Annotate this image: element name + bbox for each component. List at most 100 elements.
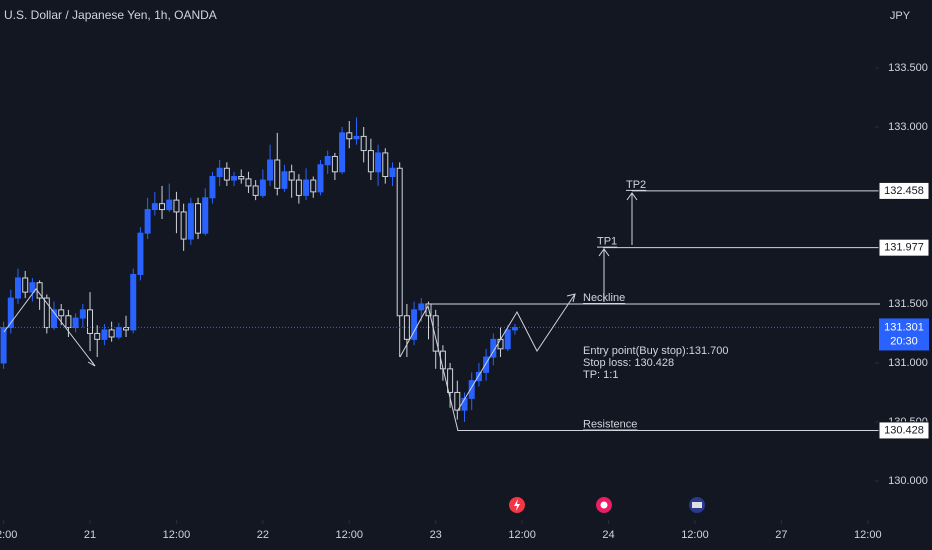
candle-body (29, 282, 36, 293)
candle-body (108, 329, 115, 338)
price-tag-label: 131.977 (884, 242, 924, 254)
candle-body (267, 159, 274, 181)
candle-body (180, 211, 187, 240)
candle-body (324, 155, 331, 166)
candle-body (151, 203, 158, 211)
candle-body (454, 391, 461, 411)
x-tick-label: 12:00 (681, 529, 709, 541)
level-label: Neckline (583, 292, 625, 304)
candle-body (511, 327, 518, 331)
candle-body (497, 338, 504, 350)
candle-body (303, 179, 310, 196)
zigzag (457, 293, 576, 411)
x-tick-label: 12:00 (508, 529, 536, 541)
candle-body (79, 309, 86, 319)
arrow-head (598, 248, 610, 257)
candle-body (245, 178, 252, 187)
candle-body (87, 309, 94, 334)
level-label: Resistence (583, 418, 637, 430)
candle-body (432, 315, 439, 352)
candle-body (504, 329, 511, 350)
annotation: Entry point(Buy stop):131.700 (583, 345, 729, 357)
candle-body (130, 273, 137, 331)
annotation: Stop loss: 130.428 (583, 357, 674, 369)
candle-body (418, 303, 425, 311)
candle-body (202, 197, 209, 234)
arrow-head (626, 192, 638, 201)
event-icon-glyph (514, 499, 520, 511)
arrow-head (87, 358, 96, 367)
candle-body (43, 297, 50, 329)
candle-body (339, 132, 346, 173)
price-tag-label: 132.458 (884, 185, 924, 197)
candle-body (223, 167, 230, 181)
x-tick-label: 27 (775, 529, 787, 541)
candle-body (7, 297, 14, 329)
candle-body (331, 155, 338, 173)
candle-body (382, 152, 389, 178)
candle-body (317, 164, 324, 193)
y-tick-label: 131.500 (888, 298, 928, 310)
price-tag-label: 130.428 (884, 424, 924, 436)
candle-body (346, 132, 353, 140)
candle-body (310, 179, 317, 193)
price-tag (878, 238, 930, 257)
candle-body (447, 368, 454, 393)
event-icons (509, 497, 705, 513)
annotation: TP: 1:1 (583, 369, 618, 381)
candle-body (0, 327, 7, 364)
price-tag (878, 181, 930, 200)
candle-body (195, 203, 202, 234)
y-tick-label: 131.000 (888, 357, 928, 369)
candle-body (295, 179, 302, 196)
x-tick-label: 23 (430, 529, 442, 541)
y-tick-label: 133.000 (888, 121, 928, 133)
event-icon-glyph (692, 502, 702, 508)
candle-body (281, 171, 288, 189)
candle-body (396, 167, 403, 317)
candle-body (15, 277, 22, 299)
candle-body (209, 176, 216, 199)
y-tick-label: 130.000 (888, 475, 928, 487)
x-tick-label: 12:00 (0, 529, 17, 541)
arrow-head (566, 293, 576, 303)
candle-body (22, 277, 29, 293)
candle-body (166, 199, 173, 211)
countdown-label: 20:30 (890, 335, 918, 347)
x-tick-label: 12:00 (336, 529, 364, 541)
candle-body (259, 179, 266, 196)
price-tag (878, 421, 930, 440)
candle-body (101, 329, 108, 340)
candle-body (403, 315, 410, 340)
candle-body (411, 309, 418, 340)
event-icon-glyph (600, 501, 608, 509)
candle-body (490, 338, 497, 358)
currency-label: JPY (890, 10, 911, 22)
level-label: TP2 (626, 179, 646, 191)
candle-body (274, 159, 281, 189)
last-price-label: 131.301 (884, 321, 924, 333)
candle-body (389, 167, 396, 178)
candle-body (367, 150, 374, 173)
candle-body (468, 380, 475, 399)
zigzag (3, 288, 96, 367)
candle-body (360, 135, 367, 152)
candle-body (58, 309, 65, 317)
last-price-tag (879, 318, 929, 351)
candle-body (252, 185, 259, 196)
candle-body (231, 176, 238, 181)
x-tick-label: 24 (602, 529, 614, 541)
x-tick-label: 12:00 (163, 529, 191, 541)
candle-body (238, 176, 245, 180)
x-tick-label: 12:00 (854, 529, 882, 541)
candle-body (144, 209, 151, 234)
candle-body (483, 356, 490, 373)
candle-body (65, 315, 72, 329)
candle-body (353, 135, 360, 140)
candle-body (288, 171, 295, 181)
candle-body (375, 152, 382, 173)
x-tick-label: 21 (84, 529, 96, 541)
candle-body (187, 203, 194, 240)
candle-body (216, 167, 223, 178)
